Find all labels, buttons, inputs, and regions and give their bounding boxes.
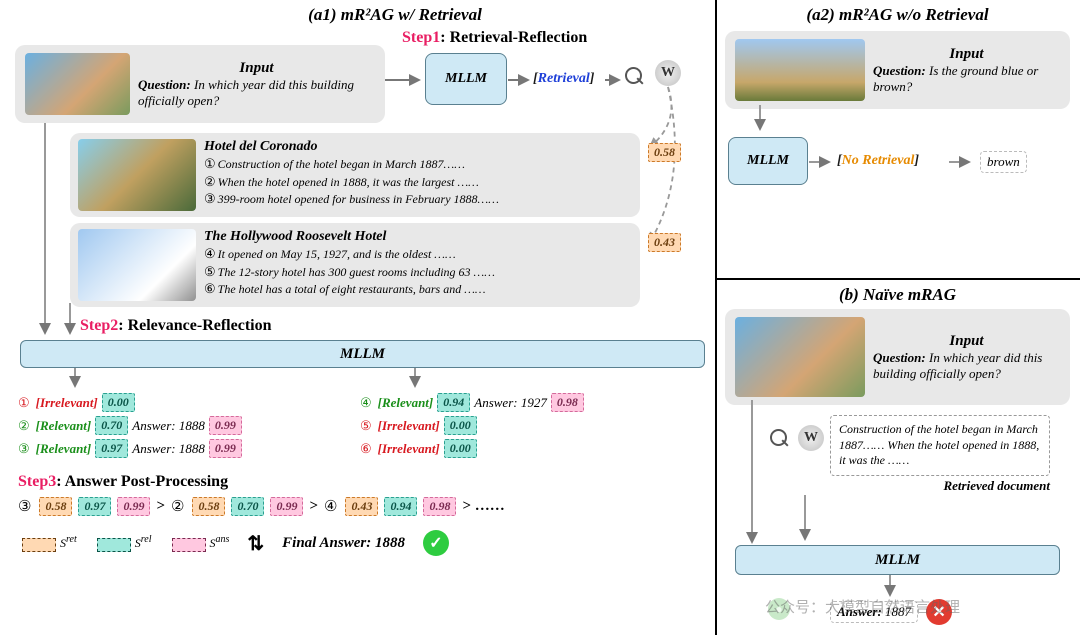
- a1-input-image: [25, 53, 130, 115]
- arrow-mllm2-left: [70, 368, 80, 392]
- b-input-image: [735, 317, 865, 397]
- arrow-mllm-ret: [508, 75, 534, 85]
- a1-retrieval-token: [[Retrieval]Retrieval]: [533, 71, 594, 87]
- a2-input-label: Input: [873, 46, 1060, 63]
- a1-doc2: The Hollywood Roosevelt Hotel ④It opened…: [70, 223, 640, 307]
- a2-input-image: [735, 39, 865, 101]
- a1-step1-rest: : Retrieval-Reflection: [440, 29, 587, 46]
- a1-doc1-score: 0.58: [648, 143, 681, 162]
- b-input-label: Input: [873, 333, 1060, 350]
- a1-doc2-line2: ⑤The 12-story hotel has 300 guest rooms …: [204, 263, 632, 281]
- b-retrieved-label: Retrieved document: [830, 478, 1050, 494]
- a1-doc1: Hotel del Coronado ①Construction of the …: [70, 133, 640, 217]
- legend-sans: Sans: [172, 534, 230, 551]
- horizontal-divider: [715, 278, 1080, 280]
- a1-step2-label: Step2: Relevance-Reflection: [80, 317, 272, 335]
- a1-doc2-line3: ⑥The hotel has a total of eight restaura…: [204, 280, 632, 298]
- a1-mllm2: MLLM: [20, 340, 705, 368]
- arrow-mllm2-right: [410, 368, 420, 392]
- a1-final: Final Answer: 1888: [282, 535, 405, 552]
- a2-arrow-r2: [949, 157, 975, 167]
- a1-mllm1: MLLM: [425, 53, 507, 105]
- a1-step1-step: Step1: [402, 29, 440, 46]
- wikipedia-icon: W: [655, 60, 681, 86]
- arrow-input-mllm: [385, 75, 425, 85]
- search-icon: [625, 67, 647, 89]
- a1-legend-row: Sret Srel Sans ⇅ Final Answer: 1888 ✓: [22, 530, 449, 556]
- a2-input-box: Input Question: Is the ground blue or br…: [725, 31, 1070, 109]
- a1-rel-l2: ②[Relevant] 0.70 Answer: 1888 0.99: [18, 416, 242, 435]
- a2-input-question: Question: Is the ground blue or brown?: [873, 63, 1060, 95]
- a1-rel-r3: ⑥[Irrelevant] 0.00: [360, 439, 584, 458]
- a1-doc1-line2: ②When the hotel opened in 1888, it was t…: [204, 173, 632, 191]
- a2-arrow-r1: [809, 157, 835, 167]
- b-input-question: Question: In which year did this buildin…: [873, 350, 1060, 382]
- a1-input-question: Question: In which year did this buildin…: [138, 77, 375, 109]
- a1-title: (a1) mR²AG w/ Retrieval: [80, 5, 710, 25]
- b-title: (b) Naïve mRAG: [725, 285, 1070, 305]
- a1-doc2-line1: ④It opened on May 15, 1927, and is the o…: [204, 245, 632, 263]
- a1-doc2-image: [78, 229, 196, 301]
- a1-step1-label: Step1: Retrieval-Reflection: [402, 29, 587, 47]
- a1-doc1-line3: ③399-room hotel opened for business in F…: [204, 190, 632, 208]
- arrow-wiki-docs: [630, 87, 700, 297]
- a1-rel-r1: ④[Relevant] 0.94 Answer: 1927 0.98: [360, 393, 584, 412]
- a1-legend: Sret Srel Sans: [22, 534, 229, 551]
- b-input-box: Input Question: In which year did this b…: [725, 309, 1070, 405]
- a1-input-box: Input Question: In which year did this b…: [15, 45, 385, 123]
- b-arrow-down2: [800, 495, 810, 545]
- a2-mllm: MLLM: [728, 137, 808, 185]
- b-wiki-icon: W: [798, 425, 824, 451]
- a2-answer: brown: [980, 151, 1027, 173]
- a1-doc1-image: [78, 139, 196, 211]
- b-retrieved-text: Construction of the hotel began in March…: [830, 415, 1050, 476]
- a1-doc1-title: Hotel del Coronado: [204, 139, 632, 155]
- vertical-divider: [715, 0, 717, 635]
- panel-a2: (a2) mR²AG w/o Retrieval Input Question:…: [725, 5, 1070, 275]
- a1-input-label: Input: [138, 60, 375, 77]
- a1-rel-l1: ①[Irrelevant] 0.00: [18, 393, 242, 412]
- legend-srel: Srel: [97, 534, 152, 551]
- a1-doc2-score: 0.43: [648, 233, 681, 252]
- check-icon: ✓: [423, 530, 449, 556]
- a1-doc1-line1: ①Construction of the hotel began in Marc…: [204, 155, 632, 173]
- a1-rel-right: ④[Relevant] 0.94 Answer: 1927 0.98 ⑤[Irr…: [360, 393, 584, 458]
- a1-step3-label: Step3: Answer Post-Processing: [18, 473, 228, 491]
- b-retrieved-row: W Construction of the hotel began in Mar…: [770, 415, 1050, 494]
- a2-title: (a2) mR²AG w/o Retrieval: [725, 5, 1070, 25]
- a1-doc2-title: The Hollywood Roosevelt Hotel: [204, 229, 632, 245]
- a1-rel-left: ①[Irrelevant] 0.00 ②[Relevant] 0.70 Answ…: [18, 393, 242, 458]
- watermark-text: 公众号：大模型自然语言处理: [765, 596, 960, 617]
- panel-b: (b) Naïve mRAG Input Question: In which …: [725, 285, 1070, 630]
- a1-rel-r2: ⑤[Irrelevant] 0.00: [360, 416, 584, 435]
- a2-arrow-down: [755, 105, 765, 135]
- b-arrow-down1: [747, 400, 757, 550]
- a1-input-text: Input Question: In which year did this b…: [138, 60, 375, 109]
- arrow-ret-search: [605, 75, 625, 85]
- legend-sret: Sret: [22, 534, 77, 551]
- b-search-icon: [770, 429, 792, 451]
- b-mllm: MLLM: [735, 545, 1060, 575]
- arrow-input-docs: [30, 123, 60, 343]
- a1-rel-l3: ③[Relevant] 0.97 Answer: 1888 0.99: [18, 439, 242, 458]
- panel-a1: (a1) mR²AG w/ Retrieval Step1: Retrieval…: [10, 5, 710, 630]
- a2-noret-token: [No Retrieval]: [837, 153, 919, 169]
- sort-icon: ⇅: [247, 531, 264, 556]
- a1-rank-row: ③ 0.58 0.97 0.99 > ② 0.58 0.70 0.99 > ④ …: [18, 497, 505, 516]
